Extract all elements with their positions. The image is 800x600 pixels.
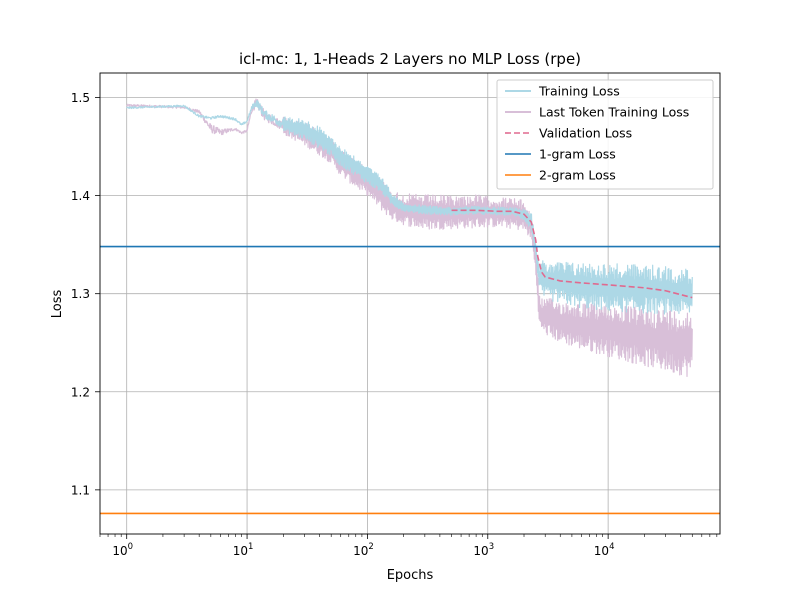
training-loss-line <box>126 100 693 315</box>
y-axis-label: Loss <box>50 290 65 319</box>
legend-label: Training Loss <box>538 84 620 99</box>
plot-frame <box>99 72 721 535</box>
y-tick-label: 1.4 <box>71 189 90 203</box>
legend-label: Validation Loss <box>539 126 632 141</box>
validation-loss-line <box>451 209 693 299</box>
legend-label: 2-gram Loss <box>539 168 616 183</box>
last-token-training-loss-line <box>126 98 693 377</box>
chart-title: icl-mc: 1, 1-Heads 2 Layers no MLP Loss … <box>239 50 581 68</box>
legend-label: Last Token Training Loss <box>539 105 689 120</box>
y-tick-label: 1.1 <box>71 483 90 497</box>
y-tick-label: 1.2 <box>71 385 90 399</box>
y-tick-label: 1.3 <box>71 287 90 301</box>
legend: Training Loss Last Token Training Loss Val… <box>496 79 714 190</box>
legend-label: 1-gram Loss <box>539 147 616 162</box>
series-layer <box>100 98 720 515</box>
y-tick-label: 1.5 <box>71 91 90 105</box>
x-axis-label: Epochs <box>387 568 434 583</box>
legend-box <box>496 79 714 190</box>
